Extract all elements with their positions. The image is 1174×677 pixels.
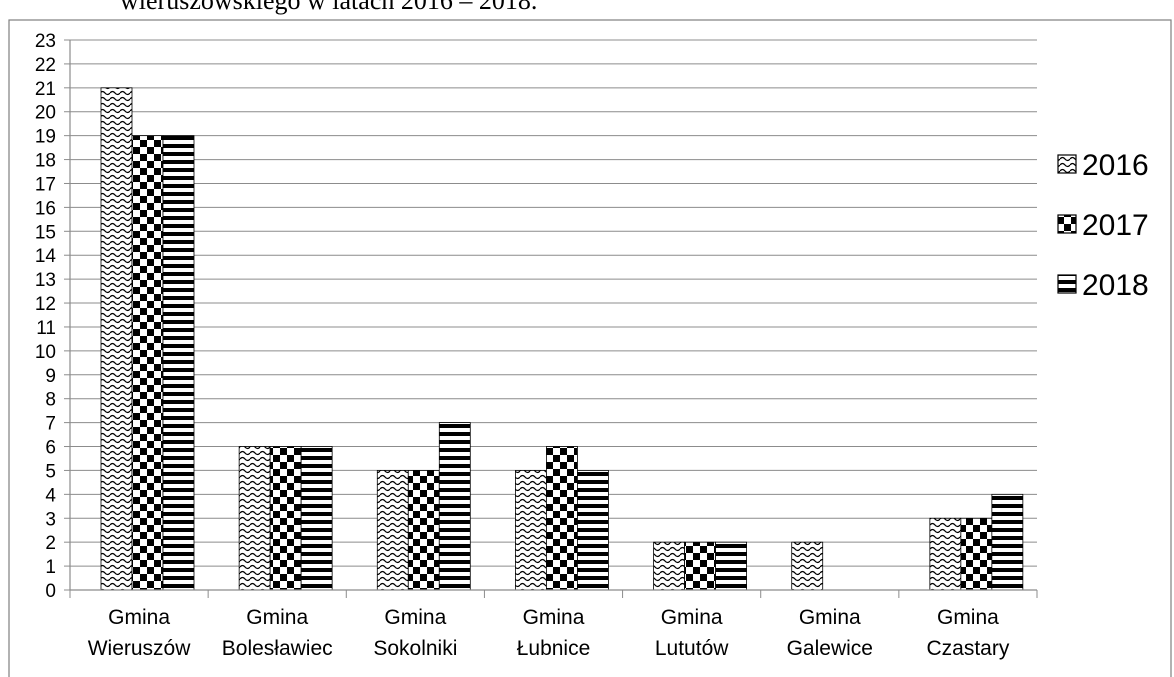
y-tick-label: 9 (45, 366, 56, 387)
bar-2017-1 (269, 446, 302, 591)
bar-2017-3 (546, 446, 578, 591)
y-tick-label: 16 (35, 198, 56, 219)
legend-label-2016: 2016 (1082, 149, 1149, 182)
bar-2017-6 (960, 517, 993, 591)
bar-2018-4 (715, 541, 747, 591)
y-tick-label: 7 (45, 414, 56, 435)
bar-2018-1 (300, 446, 333, 591)
bars (100, 87, 1024, 591)
y-tick-label: 21 (35, 79, 56, 100)
y-tick-label: 3 (45, 509, 56, 530)
bar-2018-0 (162, 135, 195, 591)
bar-2017-2 (407, 470, 440, 591)
y-tick-label: 13 (35, 270, 56, 291)
bar-2016-5 (791, 541, 824, 591)
y-tick-label: 20 (35, 103, 56, 124)
y-tick-label: 0 (45, 581, 56, 602)
x-tick-label: Gmina (246, 606, 308, 629)
x-tick-label: Czastary (926, 637, 1009, 660)
bar-2016-6 (929, 517, 962, 591)
bar-2016-4 (653, 541, 685, 591)
x-axis: Gmina Wieruszów Gmina Bolesławiec Gmina Sokol… (69, 589, 1038, 660)
y-tick-label: 11 (36, 318, 56, 339)
figure-caption: wieruszowskiego w latach 2016 – 2018. (120, 0, 538, 15)
bar-2017-4 (684, 541, 716, 591)
x-tick-label: Gmina (937, 606, 999, 629)
bar-2016-1 (238, 446, 271, 591)
bar-2017-0 (131, 135, 164, 591)
y-tick-label: 5 (45, 461, 56, 482)
x-tick-label: Galewice (787, 637, 873, 660)
x-tick-label: Gmina (108, 606, 170, 629)
y-tick-label: 8 (45, 390, 56, 411)
x-tick-label: Gmina (523, 606, 585, 629)
chart-frame (8, 19, 1172, 677)
x-tick-label: Łubnice (517, 637, 591, 660)
y-tick-label: 23 (35, 31, 56, 52)
legend: 2016 2017 2018 (1057, 149, 1149, 302)
y-tick-label: 1 (45, 557, 56, 578)
x-tick-label: Bolesławiec (222, 637, 333, 660)
y-tick-label: 18 (35, 151, 56, 172)
x-tick-label: Sokolniki (373, 637, 457, 660)
x-tick-label: Gmina (384, 606, 446, 629)
bar-2016-0 (100, 87, 133, 591)
y-tick-label: 14 (35, 246, 57, 267)
legend-swatch-2017 (1057, 214, 1077, 234)
legend-swatch-2016 (1057, 154, 1077, 174)
y-tick-label: 12 (35, 294, 56, 315)
bar-2018-2 (438, 422, 471, 591)
y-tick-label: 10 (35, 342, 56, 363)
x-tick-label: Gmina (799, 606, 861, 629)
bar-2018-3 (577, 470, 609, 591)
y-tick-label: 19 (35, 127, 56, 148)
x-tick-label: Wieruszów (88, 637, 192, 660)
x-tick-label: Gmina (661, 606, 723, 629)
legend-label-2017: 2017 (1082, 209, 1149, 242)
y-tick-label: 6 (45, 438, 56, 459)
bar-2016-3 (515, 470, 547, 591)
x-tick-label: Lututów (655, 637, 729, 660)
legend-swatch-2018 (1057, 274, 1077, 294)
y-tick-label: 15 (35, 222, 56, 243)
y-tick-label: 17 (35, 174, 56, 195)
bar-2018-6 (991, 493, 1024, 591)
y-tick-label: 4 (45, 485, 56, 506)
y-tick-label: 22 (35, 55, 56, 76)
legend-label-2018: 2018 (1082, 269, 1149, 302)
bar-2016-2 (376, 470, 409, 591)
y-tick-label: 2 (45, 533, 56, 554)
